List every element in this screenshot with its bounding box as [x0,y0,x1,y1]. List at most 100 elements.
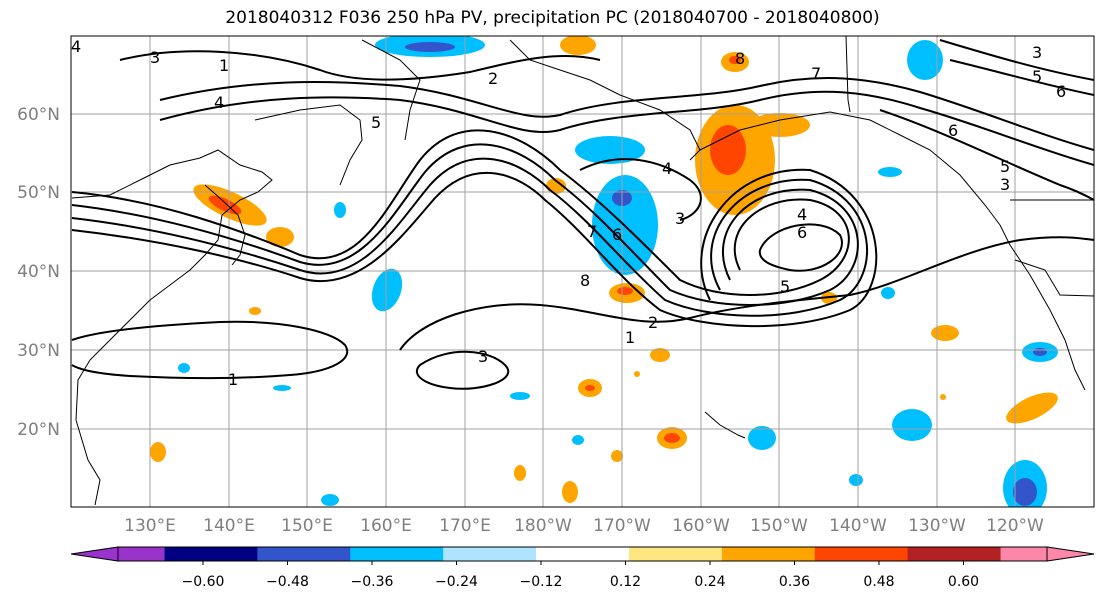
colorbar-segment [907,547,1002,561]
precip-blob [881,287,895,299]
lon-label: 170°W [593,516,651,536]
pv-contour [71,157,868,317]
contour-label: 3 [150,48,160,67]
latitude-labels: 60°N 50°N 40°N 30°N 20°N [17,105,60,440]
precip-blob [634,371,640,377]
pv-contour [159,77,1094,151]
contour-label: 7 [811,64,821,83]
pv-contour [758,223,843,272]
japan-coastline [204,184,246,266]
precip-blob [664,433,680,443]
precip-blob [1013,478,1037,506]
us-state-border [1014,259,1094,297]
lon-label: 150°W [750,516,808,536]
colorbar-segments [71,547,1094,561]
lon-label: 150°E [281,516,333,536]
colorbar-tick-label: 0.48 [863,574,894,590]
precip-blob [892,409,932,441]
kamchatka-coastline [254,104,363,186]
lat-label: 40°N [17,262,60,282]
longitude-labels: 130°E 140°E 150°E 160°E 170°E 180°W 170°… [124,516,1044,536]
contour-label: 1 [625,328,635,347]
map-frame [70,35,1095,508]
pv-contour [71,168,878,328]
contour-label: 1 [219,56,229,75]
contour-label: 6 [948,121,958,140]
precip-blob [249,307,261,315]
pv-contour [71,129,850,296]
colorbar-segment [628,547,723,561]
precip-blob [266,227,294,247]
pv-contour [399,236,1094,351]
precip-blob [208,195,242,215]
contour-label: 3 [478,347,488,366]
pv-contour [71,320,348,380]
precip-blob [150,442,166,462]
contour-label: 8 [735,49,745,68]
colorbar-tick-label: −0.24 [435,574,478,590]
hawaii-islands [704,411,746,439]
pv-contour [939,39,1094,81]
colorbar-tick-label: 0.24 [694,574,725,590]
contour-label: 3 [1000,175,1010,194]
precip-blob [572,435,584,445]
pv-contour [949,59,1094,96]
colorbar-tick-label: 0.36 [779,574,810,590]
precip-blob [562,481,578,503]
asia-coastline [71,149,273,506]
precip-blob [1033,348,1047,356]
contour-label: 5 [1032,67,1042,86]
lon-label: 160°E [360,516,412,536]
chukotka-coastline [361,39,421,141]
colorbar-segment [536,547,630,561]
colorbar-ticks: −0.60 −0.48 −0.36 −0.24 −0.12 0.12 0.24 0.36 0.4… [182,561,979,590]
colorbar: −0.60 −0.48 −0.36 −0.24 −0.12 0.12 0.24 0.36 0.4… [70,546,1095,590]
lon-label: 130°W [908,516,966,536]
precip-blob [849,474,863,486]
contour-label: 4 [71,37,81,56]
contour-label: 5 [780,277,790,296]
precip-blob [405,42,455,52]
contour-label: 1 [228,370,238,389]
precip-blob [1006,392,1058,424]
precip-blob [729,56,741,64]
colorbar-segment [814,547,909,561]
precip-blob [940,394,946,400]
colorbar-segment [721,547,816,561]
alaska-north-coastline [509,39,701,161]
pv-contour [159,90,1094,166]
precip-blob [585,385,595,391]
contour-label: 5 [1000,157,1010,176]
colorbar-tick-label: −0.60 [182,574,225,590]
precip-blob [334,202,346,218]
pv-contour [579,158,702,221]
pv-contour [415,350,509,390]
colorbar-tick-label: −0.12 [520,574,563,590]
precip-blob [510,392,530,400]
alaska-border [845,36,851,113]
precip-blob [907,40,943,80]
colorbar-segment [164,547,258,561]
contour-label: 5 [371,113,381,132]
contour-label: 6 [797,223,807,242]
map-title: 2018040312 F036 250 hPa PV, precipitatio… [225,8,880,28]
precip-blob [178,363,190,373]
colorbar-tick-label: −0.36 [351,574,394,590]
colorbar-segment [443,547,537,561]
colorbar-tick-label: 0.12 [610,574,641,590]
precip-blob [750,113,810,137]
northamerica-coastline [699,111,1086,391]
lon-label: 130°E [124,516,176,536]
precip-blob [710,125,746,175]
pv-contour [119,50,601,81]
precip-blob [617,287,633,295]
precip-blob [560,36,596,55]
precip-blob [273,385,291,391]
contour-label: 6 [1056,82,1066,101]
colorbar-segment [350,547,444,561]
lon-label: 120°W [986,516,1044,536]
contour-label: 3 [675,209,685,228]
precip-blob [321,494,339,506]
lat-label: 30°N [17,341,60,361]
